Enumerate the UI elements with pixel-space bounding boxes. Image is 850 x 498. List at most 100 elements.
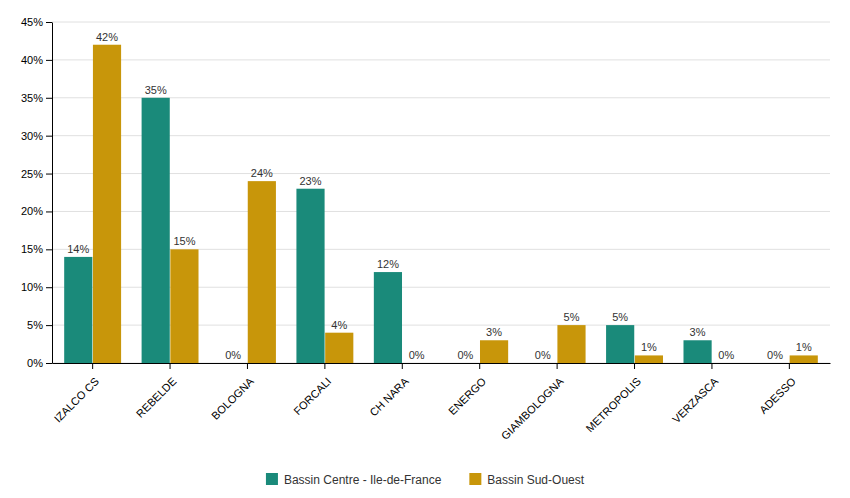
- x-axis: IZALCO CS REBELDE BOLOGNA FORCALI CH NARA ENE…: [52, 363, 831, 442]
- data-label: 42%: [96, 31, 118, 43]
- legend-label: Bassin Centre - Ile-de-France: [284, 473, 442, 487]
- tick-mark: [46, 363, 52, 364]
- tick-mark: [46, 60, 52, 61]
- tick-mark: [789, 363, 790, 369]
- legend: Bassin Centre - Ile-de-France Bassin Sud-…: [266, 473, 585, 487]
- bar: [403, 363, 431, 364]
- y-tick: 0%: [27, 357, 52, 369]
- x-tick: METROPOLIS: [584, 363, 643, 435]
- y-tick: 30%: [21, 130, 52, 142]
- bar: [480, 340, 508, 363]
- data-label: 0%: [457, 349, 473, 361]
- tick-mark: [46, 325, 52, 326]
- axis-line: [52, 23, 53, 364]
- x-tick: REBELDE: [134, 363, 179, 420]
- bar: [529, 363, 557, 364]
- tick-mark: [247, 363, 248, 369]
- data-label: 3%: [690, 326, 706, 338]
- tick-mark: [479, 363, 480, 369]
- legend-swatch: [469, 473, 481, 485]
- tick-label: REBELDE: [134, 375, 179, 420]
- tick-label: IZALCO CS: [52, 375, 102, 425]
- data-label: 12%: [377, 258, 399, 270]
- tick-mark: [324, 363, 325, 369]
- data-label: 0%: [767, 349, 783, 361]
- tick-label: 30%: [21, 130, 43, 142]
- data-label: 0%: [718, 349, 734, 361]
- bar: [170, 249, 198, 363]
- data-label: 0%: [409, 349, 425, 361]
- bar: [325, 333, 353, 363]
- bar: [219, 363, 247, 364]
- tick-label: ADESSO: [757, 375, 798, 416]
- tick-mark: [46, 174, 52, 175]
- y-tick: 25%: [21, 168, 52, 180]
- bar: [606, 325, 634, 363]
- tick-mark: [557, 363, 558, 369]
- x-tick: CH NARA: [367, 363, 411, 419]
- series: [93, 45, 818, 363]
- tick-label: 35%: [21, 92, 43, 104]
- bar: [451, 363, 479, 364]
- data-label: 23%: [299, 175, 321, 187]
- bar: [248, 181, 276, 363]
- series: [64, 98, 711, 363]
- data-label: 15%: [173, 235, 195, 247]
- bar: [557, 325, 585, 363]
- tick-label: FORCALI: [291, 375, 333, 417]
- tick-label: GIAMBOLOGNA: [499, 375, 566, 442]
- legend-swatch: [266, 473, 278, 485]
- tick-label: 15%: [21, 243, 43, 255]
- tick-label: 40%: [21, 54, 43, 66]
- y-axis: 0% 5% 10% 15% 20% 25% 30% 35% 40% 45%: [21, 16, 53, 369]
- x-tick: GIAMBOLOGNA: [499, 363, 566, 442]
- axis-line: [53, 363, 831, 364]
- grid: [52, 22, 830, 363]
- legend-item: Bassin Centre - Ile-de-France: [266, 473, 442, 487]
- y-tick: 10%: [21, 281, 52, 293]
- legend-label: Bassin Sud-Ouest: [487, 473, 584, 487]
- x-tick: BOLOGNA: [209, 363, 256, 422]
- tick-mark: [46, 98, 52, 99]
- tick-label: METROPOLIS: [584, 375, 643, 434]
- x-tick: ENERGO: [446, 363, 489, 417]
- data-labels: 14%35%0%23%12%0%0%5%3%0%42%15%24%4%0%3%5…: [67, 31, 812, 361]
- tick-mark: [46, 249, 52, 250]
- tick-mark: [46, 136, 52, 137]
- tick-label: 20%: [21, 205, 43, 217]
- data-label: 3%: [486, 326, 502, 338]
- data-label: 1%: [796, 341, 812, 353]
- tick-mark: [402, 363, 403, 369]
- tick-label: ENERGO: [446, 375, 489, 418]
- bar: [761, 363, 789, 364]
- bar: [712, 363, 740, 364]
- tick-label: 10%: [21, 281, 43, 293]
- grid-line: [52, 59, 830, 60]
- tick-mark: [46, 287, 52, 288]
- chart: 0% 5% 10% 15% 20% 25% 30% 35% 40% 45% IZALCO CS REB…: [0, 0, 850, 498]
- tick-mark: [46, 22, 52, 23]
- grid-line: [52, 22, 830, 23]
- tick-label: 45%: [21, 16, 43, 28]
- y-tick: 5%: [27, 319, 52, 331]
- y-tick: 45%: [21, 16, 52, 28]
- y-tick: 20%: [21, 205, 52, 217]
- tick-label: 25%: [21, 168, 43, 180]
- x-tick: ADESSO: [757, 363, 798, 416]
- data-label: 5%: [612, 311, 628, 323]
- x-tick: VERZASCA: [670, 363, 721, 425]
- plot: 0% 5% 10% 15% 20% 25% 30% 35% 40% 45% IZALCO CS REB…: [21, 16, 831, 442]
- bar: [683, 340, 711, 363]
- tick-label: CH NARA: [367, 375, 411, 419]
- bar: [296, 189, 324, 363]
- bar: [635, 355, 663, 363]
- bar: [374, 272, 402, 363]
- data-label: 24%: [251, 167, 273, 179]
- bar: [64, 257, 92, 363]
- x-tick: IZALCO CS: [52, 363, 102, 425]
- data-label: 14%: [67, 243, 89, 255]
- bar: [93, 45, 121, 363]
- y-tick: 15%: [21, 243, 52, 255]
- tick-label: 0%: [27, 357, 43, 369]
- tick-mark: [170, 363, 171, 369]
